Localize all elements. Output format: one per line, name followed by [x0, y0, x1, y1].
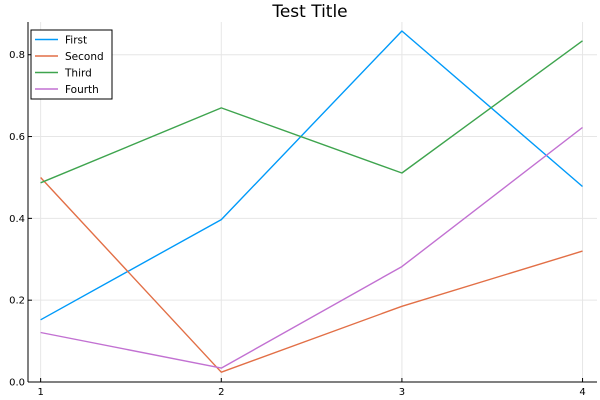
x-tick-label: 1	[37, 387, 43, 398]
series-line-second	[40, 177, 583, 373]
series-lines	[40, 30, 583, 373]
x-tick-label: 4	[579, 387, 585, 398]
series-line-fourth	[40, 126, 583, 369]
y-tick-label: 0.0	[9, 378, 25, 389]
series-line-third	[40, 40, 583, 184]
chart-title: Test Title	[271, 2, 347, 22]
grid	[28, 22, 597, 383]
legend-label-third: Third	[64, 67, 92, 79]
y-tick-label: 0.2	[9, 296, 25, 307]
legend-label-second: Second	[65, 51, 104, 63]
x-tick-label: 3	[399, 387, 405, 398]
y-tick-label: 0.6	[9, 132, 25, 143]
legend: First Second Third Fourth	[30, 29, 113, 100]
series-line-first	[40, 30, 583, 321]
x-tick-label: 2	[218, 387, 224, 398]
legend-label-fourth: Fourth	[65, 84, 99, 96]
y-tick-label: 0.8	[9, 50, 25, 61]
legend-label-first: First	[65, 34, 87, 46]
y-tick-label: 0.4	[9, 214, 25, 225]
legend-box	[30, 29, 113, 100]
axes: 1 2 3 4 0.0 0.2 0.4 0.6 0.8	[9, 22, 597, 398]
